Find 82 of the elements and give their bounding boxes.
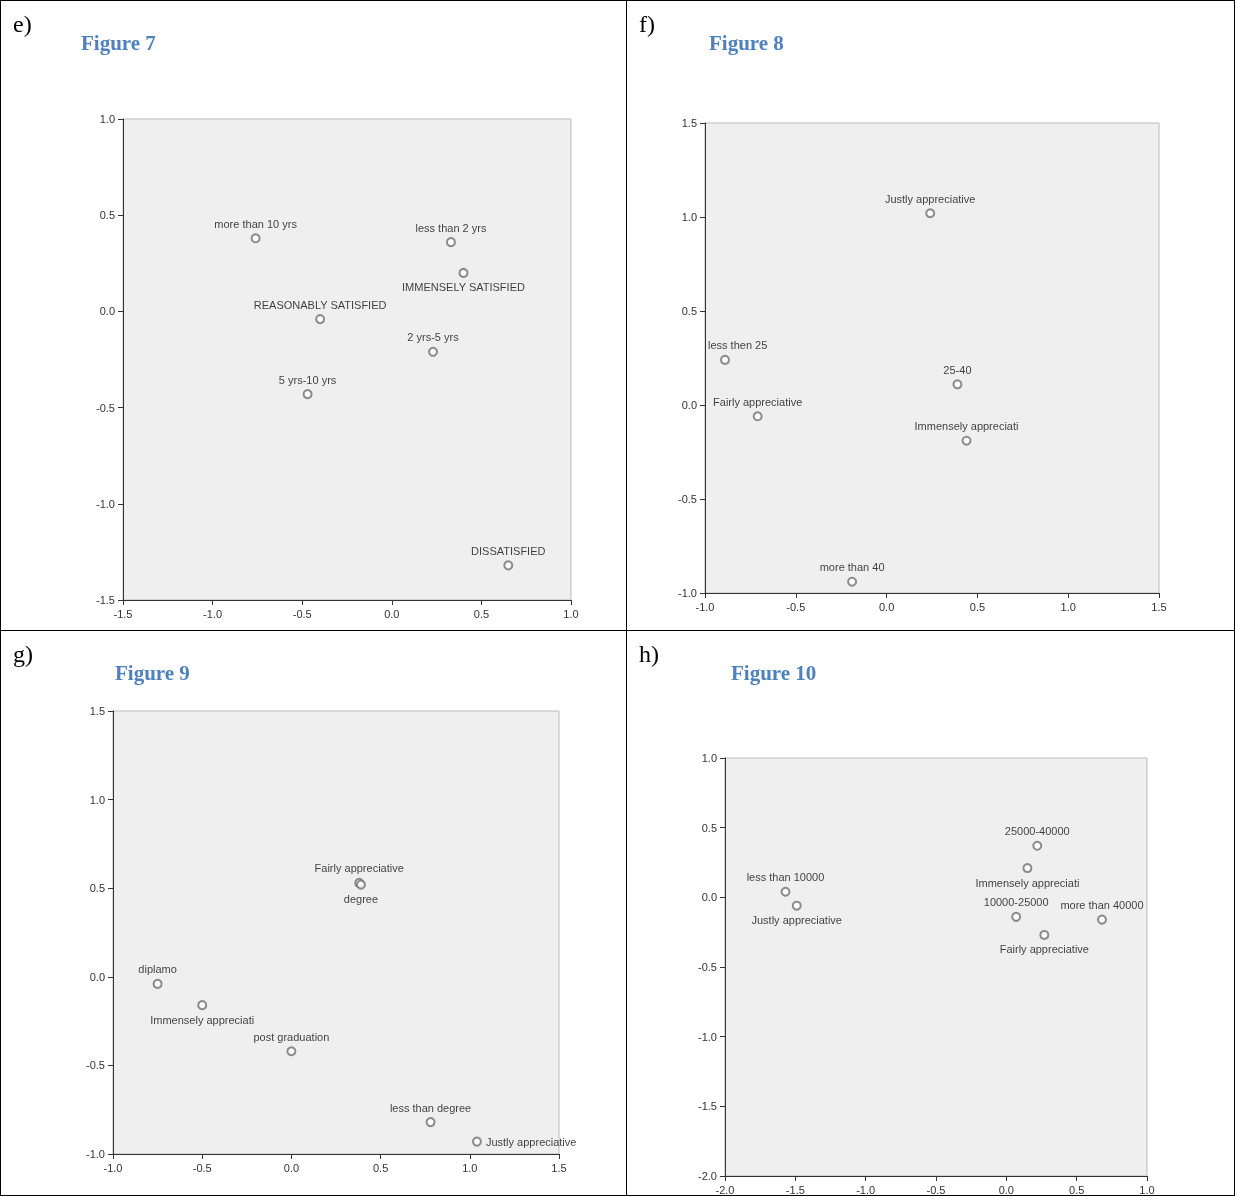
series-label: 2 yrs-5 yrs: [407, 331, 460, 344]
x-tick-label: -1.0: [856, 1183, 876, 1196]
x-tick-label: 1.0: [563, 607, 579, 620]
series-label: diplamo: [138, 963, 177, 976]
series-label: post graduation: [253, 1030, 330, 1043]
chart-title: Figure 10: [731, 661, 817, 686]
y-tick-label: -1.0: [698, 1030, 717, 1043]
series-label: DISSATISFIED: [471, 544, 546, 557]
x-tick-label: -0.5: [292, 607, 312, 620]
y-tick-label: 0.0: [681, 399, 697, 411]
y-tick-label: -0.5: [96, 401, 115, 414]
x-tick-label: -0.5: [192, 1161, 212, 1174]
y-tick-label: 1.5: [89, 705, 105, 717]
x-tick-label: 0.0: [878, 600, 895, 613]
x-tick-label: 0.0: [384, 607, 400, 620]
y-tick-label: 0.0: [99, 305, 115, 318]
series-label: Immensely appreciati: [914, 420, 1019, 433]
y-tick-label: 1.0: [99, 113, 115, 125]
series-label: more than 40000: [1060, 899, 1144, 912]
y-tick-label: 0.5: [681, 305, 697, 317]
series-label: Immensely appreciati: [975, 876, 1080, 889]
y-tick-label: -1.0: [96, 497, 115, 510]
x-tick-label: -0.5: [786, 600, 806, 613]
series-label: degree: [343, 893, 379, 906]
series-label: Justly appreciative: [485, 1135, 577, 1148]
y-tick-label: -0.5: [678, 493, 697, 505]
series-label: more than 40: [819, 561, 885, 574]
y-tick-label: -0.5: [86, 1059, 105, 1072]
x-tick-label: 0.5: [969, 600, 986, 613]
y-tick-label: -1.0: [678, 587, 697, 599]
x-tick-label: 1.5: [1151, 600, 1167, 613]
x-tick-label: 0.5: [473, 607, 490, 620]
x-tick-label: -1.5: [113, 607, 133, 620]
x-tick-label: 1.0: [1139, 1183, 1155, 1196]
y-tick-label: -1.5: [698, 1100, 717, 1113]
chart-title: Figure 9: [115, 661, 190, 686]
x-tick-label: 1.0: [1060, 600, 1076, 613]
chart-title: Figure 7: [81, 31, 156, 56]
series-label: IMMENSELY SATISFIED: [402, 281, 525, 294]
series-label: less than degree: [389, 1101, 472, 1114]
y-tick-label: 0.0: [89, 970, 105, 983]
series-label: Immensely appreciati: [150, 1013, 255, 1026]
x-tick-label: -1.0: [203, 607, 223, 620]
text: h): [639, 641, 659, 668]
y-tick-label: 0.5: [99, 209, 115, 222]
x-tick-label: 1.0: [462, 1161, 478, 1174]
x-tick-label: 1.5: [551, 1161, 567, 1174]
series-label: 25-40: [943, 363, 972, 376]
y-tick-label: 1.0: [701, 752, 717, 764]
text: f): [639, 11, 655, 38]
y-tick-label: 1.0: [681, 211, 697, 223]
text: g): [13, 641, 33, 668]
series-label: 25000-40000: [1004, 825, 1070, 838]
series-label: REASONABLY SATISFIED: [253, 298, 387, 311]
chart-title: Figure 8: [709, 31, 784, 56]
y-tick-label: 1.0: [89, 793, 105, 806]
series-label: Fairly appreciative: [713, 395, 803, 408]
series-label: Justly appreciative: [884, 192, 976, 205]
series-label: less than 2 yrs: [415, 221, 487, 234]
text: e): [13, 11, 32, 38]
x-tick-label: 0.5: [372, 1161, 389, 1174]
x-tick-label: 0.5: [1069, 1183, 1085, 1196]
y-tick-label: 0.0: [701, 891, 717, 904]
x-tick-label: 0.0: [998, 1183, 1014, 1196]
series-label: 5 yrs-10 yrs: [278, 373, 337, 386]
series-label: Justly appreciative: [751, 914, 842, 927]
y-tick-label: 1.5: [681, 117, 697, 129]
y-tick-label: -2.0: [698, 1170, 717, 1182]
x-tick-label: -0.5: [926, 1183, 946, 1196]
series-label: 10000-25000: [983, 896, 1049, 909]
y-tick-label: -0.5: [698, 961, 717, 973]
x-tick-label: -1.5: [785, 1183, 805, 1196]
series-label: Fairly appreciative: [999, 943, 1089, 956]
series-label: more than 10 yrs: [214, 217, 298, 230]
x-tick-label: -2.0: [715, 1183, 735, 1196]
x-tick-label: 0.0: [283, 1161, 300, 1174]
series-label: less than 10000: [746, 871, 825, 884]
y-tick-label: 0.5: [89, 882, 105, 895]
y-tick-label: 0.5: [701, 821, 717, 834]
series-label: less then 25: [708, 339, 768, 352]
series-label: Fairly appreciative: [314, 862, 404, 875]
y-tick-label: -1.0: [86, 1148, 105, 1160]
